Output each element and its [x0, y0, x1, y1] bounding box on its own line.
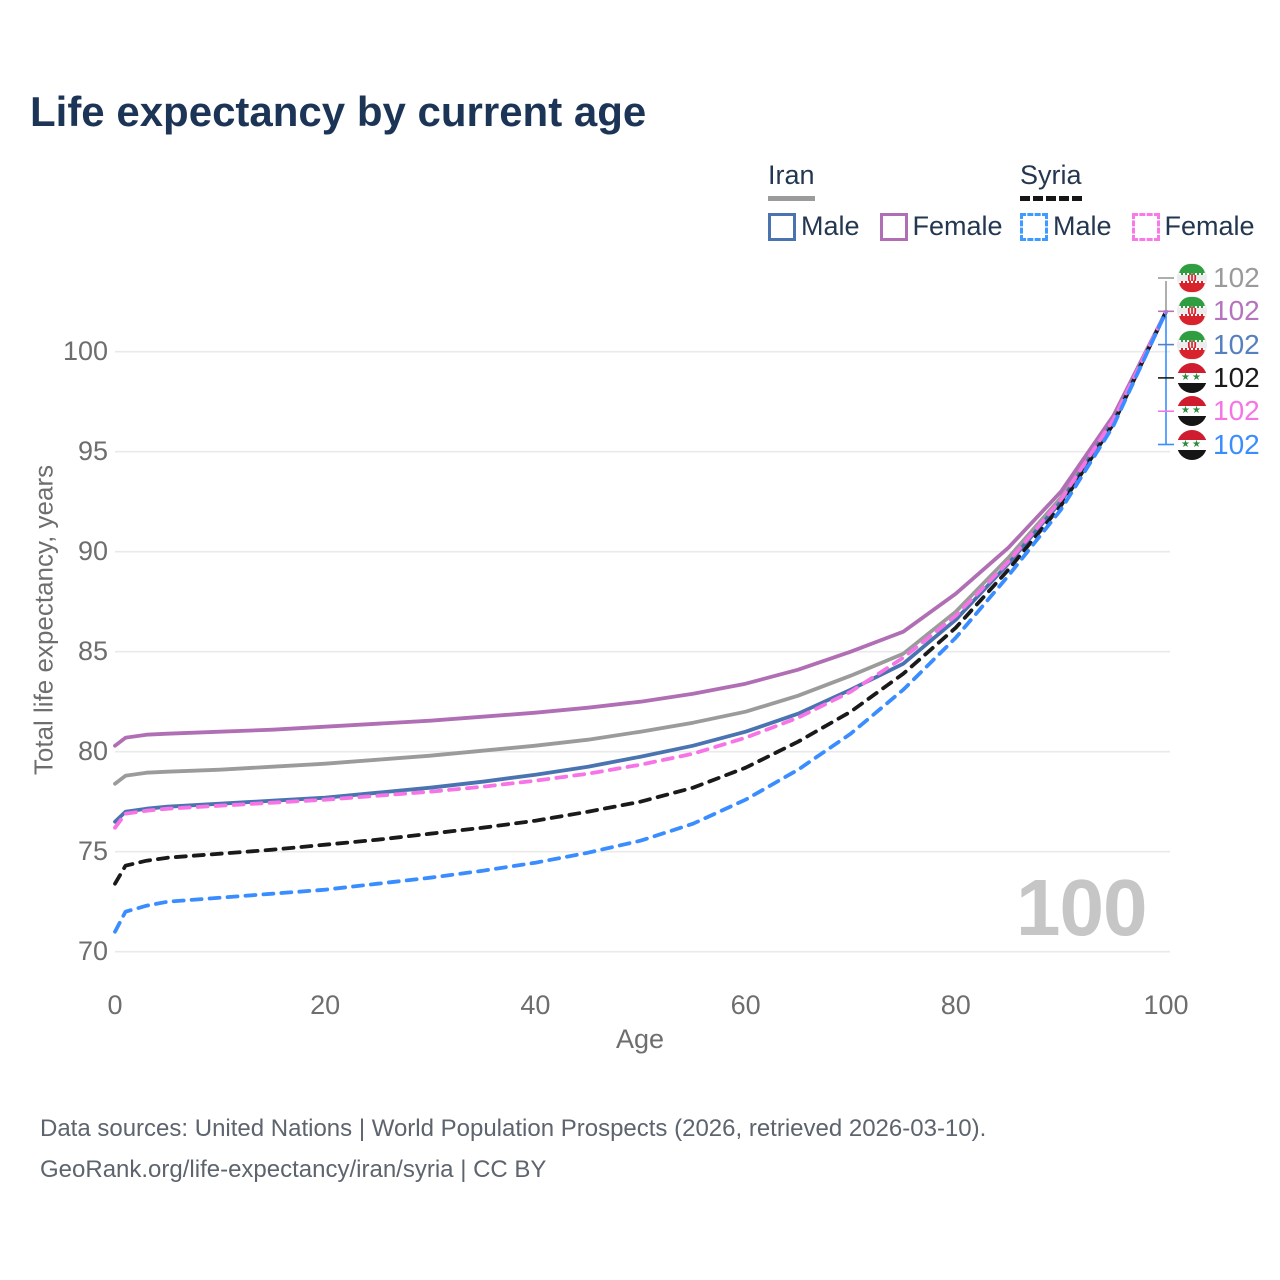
legend-item-iran-male[interactable]: Male [768, 211, 860, 242]
end-label-value-iran-male: 102 [1213, 328, 1260, 360]
x-tick-label-40: 40 [520, 990, 551, 1020]
footer: Data sources: United Nations | World Pop… [40, 1108, 986, 1190]
footer-attribution: GeoRank.org/life-expectancy/iran/syria |… [40, 1156, 547, 1183]
iran-female-swatch-icon [879, 212, 908, 241]
syria-flag-icon: ★★ [1177, 396, 1207, 427]
series-line-syria-male [113, 309, 1168, 934]
y-tick-label-90: 90 [77, 535, 108, 566]
end-label-value-iran-female: 102 [1213, 295, 1260, 327]
end-label-value-iran-both-sexes: 102 [1213, 262, 1260, 293]
syria-flag-icon: ★★ [1177, 429, 1207, 460]
legend-country-iran[interactable]: Iran [768, 160, 815, 201]
y-tick-label-80: 80 [77, 735, 108, 766]
page-title: Life expectancy by current age [30, 88, 647, 135]
x-tick-label-0: 0 [107, 990, 123, 1020]
footer-data-sources: Data sources: United Nations | World Pop… [40, 1115, 987, 1142]
end-label-iran-male: ψ 102 [1177, 329, 1260, 361]
legend-item-syria-female[interactable]: Female [1131, 211, 1255, 242]
legend-item-syria-female-label: Female [1164, 211, 1255, 241]
end-label-syria-male: ★★ 102 [1177, 429, 1260, 461]
y-axis-title: Total life expectancy, years [28, 464, 59, 776]
legend-item-iran-female-label: Female [912, 211, 1003, 241]
legend-item-iran-male-label: Male [801, 211, 860, 241]
syria-male-swatch-icon [1020, 212, 1048, 241]
iran-flag-icon: ψ [1177, 296, 1207, 327]
x-tick-label-20: 20 [310, 990, 341, 1020]
x-tick-label-80: 80 [940, 990, 971, 1020]
series-line-syria-female [113, 309, 1168, 830]
syria-female-swatch-icon [1131, 212, 1160, 241]
end-label-value-syria-female: 102 [1213, 395, 1260, 427]
y-tick-label-75: 75 [77, 835, 108, 866]
legend-group-syria: Syria Male Female [1020, 160, 1275, 242]
y-tick-label-70: 70 [77, 935, 108, 966]
series-line-iran-female [113, 309, 1168, 748]
legend-item-iran-female[interactable]: Female [879, 211, 1003, 242]
end-label-iran-female: ψ 102 [1177, 295, 1260, 327]
legend-country-iran-label: Iran [768, 160, 815, 190]
syria-flag-icon: ★★ [1177, 362, 1207, 393]
end-label-value-syria-both-sexes: 102 [1213, 361, 1260, 393]
end-label-value-syria-male: 102 [1213, 428, 1260, 460]
series-line-iran-both-sexes [113, 309, 1168, 786]
end-label-syria-both-sexes: ★★ 102 [1177, 362, 1260, 394]
series-line-iran-male [113, 309, 1168, 824]
legend-item-syria-male[interactable]: Male [1020, 211, 1112, 242]
y-tick-label-95: 95 [77, 435, 108, 466]
iran-flag-icon: ψ [1177, 263, 1207, 293]
iran-male-swatch-icon [768, 212, 796, 241]
series-line-syria-both-sexes [113, 309, 1168, 886]
legend-group-iran: Iran Male Female [768, 160, 1023, 242]
x-tick-label-60: 60 [730, 990, 761, 1020]
x-tick-label-100: 100 [1143, 990, 1189, 1020]
legend-country-syria-label: Syria [1020, 160, 1082, 190]
y-tick-label-100: 100 [62, 335, 108, 366]
current-age-watermark: 100 [1016, 863, 1147, 952]
end-label-syria-female: ★★ 102 [1177, 395, 1260, 427]
y-tick-label-85: 85 [77, 635, 108, 666]
x-axis-title: Age [615, 1024, 665, 1054]
legend-item-syria-male-label: Male [1053, 211, 1112, 241]
end-label-iran-both-sexes: ψ 102 [1177, 262, 1260, 294]
iran-flag-icon: ψ [1177, 329, 1207, 360]
legend-country-syria[interactable]: Syria [1020, 160, 1082, 201]
